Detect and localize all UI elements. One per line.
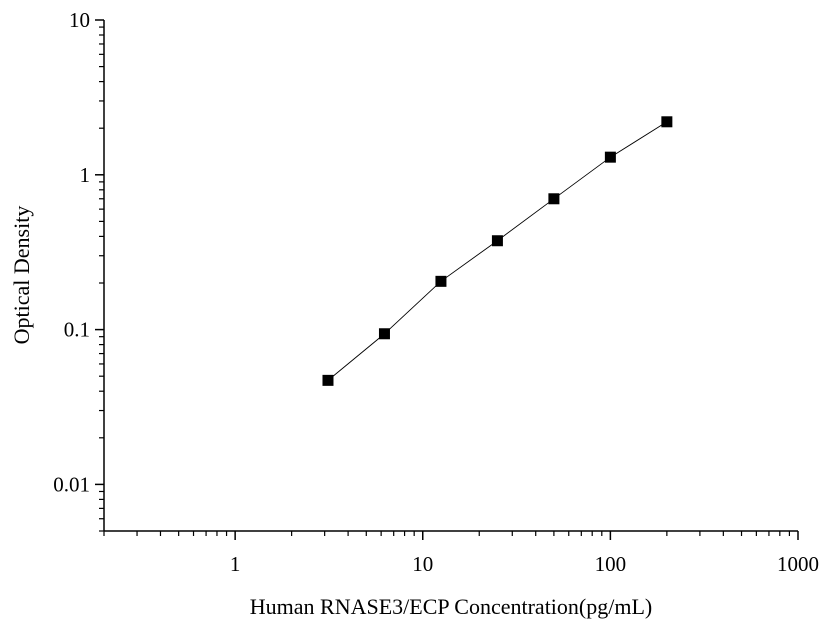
data-point [548,193,560,205]
x-ticks: 1 10 100 1000 [103,531,819,576]
y-ticks: 0.01 0.1 1 10 [53,8,104,532]
y-tick-label: 1 [80,163,91,187]
y-tick-label: 0.01 [53,472,90,496]
plot-axes [103,20,798,532]
fit-lines [327,121,668,381]
x-tick-label: 100 [595,552,627,576]
data-point [604,151,616,163]
data-point [322,374,334,386]
data-point [661,116,673,128]
y-tick-label: 10 [69,8,90,32]
data-point [435,275,447,287]
series-line [327,121,668,381]
x-axis-title: Human RNASE3/ECP Concentration(pg/mL) [250,594,652,619]
x-tick-label: 10 [412,552,433,576]
data-point [378,328,390,340]
y-tick-label: 0.1 [64,318,90,342]
x-tick-label: 1 [230,552,241,576]
x-tick-label: 1000 [777,552,819,576]
data-points [322,116,673,386]
y-axis-title: Optical Density [9,206,34,345]
data-point [491,235,503,247]
